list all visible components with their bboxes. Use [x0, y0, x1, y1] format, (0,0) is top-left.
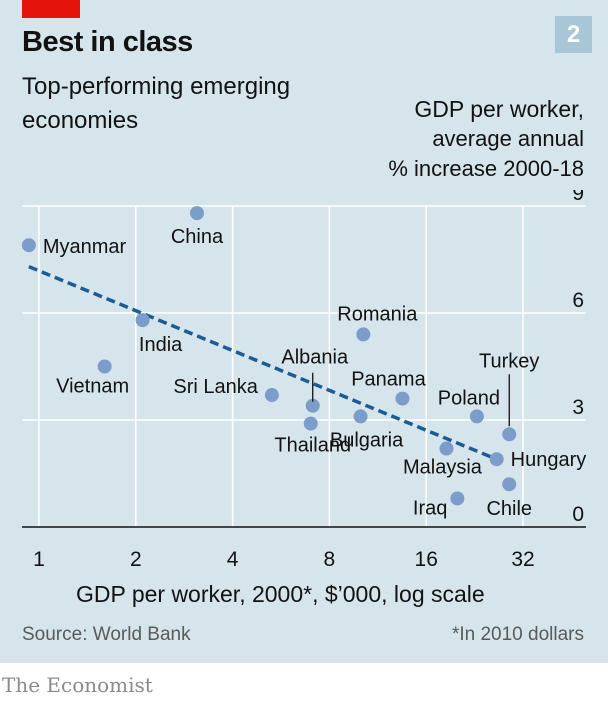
x-axis-label: GDP per worker, 2000*, $’000, log scale: [76, 581, 485, 607]
point-label-albania: Albania: [281, 347, 349, 369]
data-point-turkey: [502, 427, 517, 442]
data-point-bulgaria: [353, 409, 368, 424]
data-point-chile: [502, 477, 517, 492]
y-axis-label: GDP per worker, average annual % increas…: [324, 94, 584, 184]
x-tick-label: 32: [511, 548, 534, 571]
chart-title: Best in class: [22, 26, 193, 58]
y-tick-label: 9: [572, 190, 584, 205]
point-label-hungary: Hungary: [511, 449, 587, 471]
point-label-thailand: Thailand: [274, 435, 351, 457]
data-point-panama: [395, 391, 410, 406]
publisher-brand: The Economist: [2, 673, 153, 697]
data-point-poland: [469, 409, 484, 424]
footnote: *In 2010 dollars: [451, 624, 584, 645]
point-label-sri-lanka: Sri Lanka: [173, 376, 258, 398]
point-label-romania: Romania: [337, 303, 418, 325]
x-tick-label: 1: [33, 548, 45, 571]
x-tick-label: 4: [227, 548, 239, 571]
point-label-chile: Chile: [486, 498, 532, 520]
point-label-panama: Panama: [351, 369, 426, 391]
trend-line: [28, 265, 498, 461]
data-point-china: [190, 206, 205, 221]
data-point-hungary: [489, 452, 504, 467]
point-label-turkey: Turkey: [479, 350, 539, 372]
point-label-malaysia: Malaysia: [403, 457, 483, 479]
data-point-albania: [305, 398, 320, 413]
y-axis-label-line-2: average annual: [432, 126, 584, 151]
data-point-myanmar: [21, 238, 36, 253]
source-note: Source: World Bank: [22, 624, 191, 645]
y-axis-label-line-1: GDP per worker,: [414, 96, 584, 122]
y-axis-label-line-3: % increase 2000-18: [388, 156, 584, 181]
point-label-poland: Poland: [438, 387, 500, 409]
y-tick-label: 3: [572, 396, 584, 419]
data-point-india: [135, 313, 150, 328]
point-label-china: China: [171, 226, 224, 248]
data-point-sri-lanka: [264, 388, 279, 403]
data-point-romania: [356, 327, 371, 342]
chart-panel: Best in class Top-performing emerging ec…: [0, 0, 608, 663]
x-tick-label: 2: [130, 548, 142, 571]
x-tick-label: 16: [415, 548, 438, 571]
data-point-thailand: [303, 416, 318, 431]
y-tick-label: 0: [572, 503, 584, 526]
point-label-myanmar: Myanmar: [43, 236, 127, 258]
data-point-vietnam: [97, 359, 112, 374]
brand-red-bar: [22, 0, 80, 18]
data-point-malaysia: [439, 441, 454, 456]
x-tick-label: 8: [324, 548, 336, 571]
chart-number-badge: 2: [555, 16, 592, 53]
point-label-india: India: [139, 334, 183, 356]
point-label-bulgaria: Bulgaria: [330, 429, 404, 451]
chart-subtitle: Top-performing emerging economies: [22, 73, 291, 134]
point-label-iraq: Iraq: [413, 497, 447, 519]
y-tick-label: 6: [572, 289, 584, 312]
point-label-vietnam: Vietnam: [56, 376, 129, 398]
data-point-iraq: [450, 491, 465, 506]
